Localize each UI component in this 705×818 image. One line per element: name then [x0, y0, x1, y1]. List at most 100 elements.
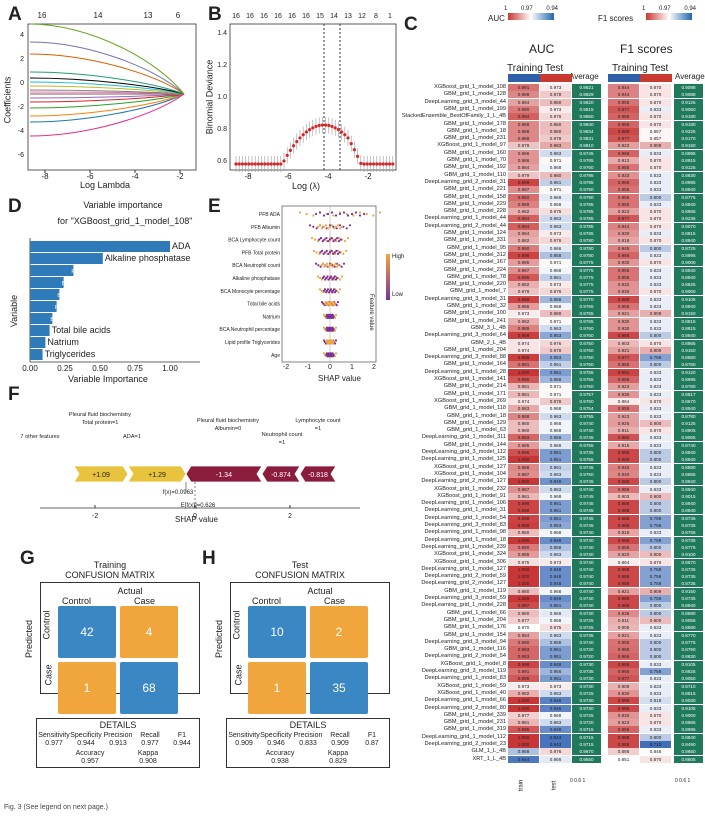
deviance-point — [260, 162, 264, 166]
heatmap-cell: 0.980 — [608, 434, 640, 442]
heatmap-cell: 0.982 — [508, 317, 540, 325]
heatmap-cell: 0.8780 — [674, 361, 704, 369]
heatmap-cell: 0.9745 — [572, 514, 602, 522]
heatmap-cell: 0.9740 — [572, 529, 602, 537]
efx-label: E[f(x)]=0.626 — [181, 503, 216, 509]
heatmap-cell: 0.8940 — [674, 237, 704, 245]
importance-bar — [30, 325, 50, 336]
heatmap-cell: 0.948 — [540, 595, 572, 602]
deviance-point — [288, 148, 292, 152]
model-name: GBM_grid_1_model_63 — [446, 427, 506, 434]
heatmap-cell: 0.981 — [508, 390, 540, 398]
shap-point — [319, 237, 323, 240]
shap-point — [338, 251, 341, 254]
heatmap-cell: 0.8815 — [674, 317, 704, 325]
metric-value: 0.87 — [365, 740, 379, 747]
shap-point — [326, 355, 329, 358]
table-row: DeepLearning_grid_1_model_112 1.000 0.943 0… — [400, 733, 705, 741]
heatmap-cell: 0.956 — [540, 434, 572, 442]
heatmap-cell: 0.800 — [640, 543, 672, 551]
heatmap-cell: 0.980 — [540, 120, 572, 128]
heatmap-cell: 0.921 — [608, 631, 640, 639]
deviance-point — [330, 124, 334, 129]
heatmap-cell: 0.9745 — [572, 149, 602, 157]
heatmap-cell: 0.710 — [640, 741, 672, 748]
shap-point — [331, 329, 335, 332]
deviance-point — [372, 162, 376, 166]
heatmap-cell: 0.988 — [608, 573, 640, 581]
shap-point — [338, 212, 342, 216]
heatmap-cell: 0.9775 — [572, 273, 602, 281]
heatmap-cell: 0.8825 — [674, 281, 704, 289]
table-row: XGBoost_grid_1_model_104 0.987 0.963 0.9750… — [400, 470, 705, 478]
heatmap-cell: 0.951 — [540, 507, 572, 515]
heatmap-cell: 0.977 — [608, 354, 640, 362]
details-frame — [36, 718, 200, 768]
shap-point — [342, 262, 346, 265]
feature-label: =1 — [315, 426, 321, 432]
coef-path — [29, 89, 185, 95]
heatmap-cell: 0.9740 — [572, 485, 602, 493]
heatmap-cell: 0.953 — [540, 332, 572, 340]
heatmap-cell: 0.963 — [540, 631, 572, 639]
heatmap-cell: 0.923 — [608, 142, 640, 150]
actual-label: Actual — [117, 586, 143, 596]
heatmap-cell: 0.9720 — [572, 646, 602, 654]
heatmap-cell: 0.9715 — [572, 733, 602, 741]
heatmap-cell: 0.963 — [540, 470, 572, 478]
heatmap-cell: 0.951 — [540, 646, 572, 654]
heatmap-cell: 0.870 — [640, 98, 672, 106]
heatmap-cell: 0.9050 — [674, 675, 704, 683]
lasso-coefficient-plot: 16 14 13 6 -8 -6 -4 -2 4 2 0 -2 -4 -6 Log Lambda Coef… — [0, 0, 205, 195]
heatmap-cell: 0.993 — [508, 434, 540, 442]
shap-point — [336, 237, 339, 240]
heatmap-cell: 0.870 — [640, 222, 672, 230]
shap-point — [330, 224, 334, 227]
shap-point — [334, 352, 338, 355]
heatmap-cell: 0.978 — [540, 135, 572, 143]
heatmap-cell: 0.966 — [608, 251, 640, 259]
test-color-bar — [540, 74, 572, 82]
heatmap-cell: 0.833 — [640, 682, 672, 690]
heatmap-cell: 0.994 — [508, 215, 540, 223]
shap-point — [365, 212, 368, 216]
heatmap-cell: 0.9757 — [572, 390, 602, 398]
y-tick-label: -6 — [18, 152, 24, 159]
shap-point — [331, 265, 334, 268]
heatmap-cell: 0.9745 — [572, 492, 602, 500]
heatmap-cell: 1.000 — [508, 478, 540, 486]
heatmap-cell: 0.995 — [508, 273, 540, 281]
table-row: XGBoost_grid_1_model_232 0.987 0.963 0.9740… — [400, 485, 705, 493]
heatmap-cell: 0.968 — [540, 529, 572, 537]
table-row: GBM_grid_1_model_231 0.988 0.978 0.9831 0.97… — [400, 135, 705, 143]
heatmap-cell: 0.8670 — [674, 558, 704, 566]
heatmap-cell: 0.953 — [540, 354, 572, 362]
shap-point — [340, 275, 344, 278]
heatmap-cell: 0.990 — [508, 638, 540, 646]
heatmap-cell: 0.968 — [540, 200, 572, 208]
model-name: DeepLearning_grid_1_model_31 — [424, 507, 506, 514]
deviance-point — [272, 162, 276, 166]
heatmap-cell: 0.994 — [508, 113, 540, 121]
heatmap-cell: 0.909 — [640, 346, 672, 354]
deviance-point — [301, 133, 305, 137]
table-row: DeepLearning_grid_2_model_127 1.000 0.949 0… — [400, 478, 705, 486]
heatmap-cell: 0.986 — [508, 149, 540, 157]
heatmap-cell: 0.9760 — [572, 164, 602, 172]
heatmap-cell: 0.870 — [640, 288, 672, 296]
shap-point — [332, 276, 335, 280]
legend-tick: 1 — [504, 6, 508, 12]
heatmap-cell: 0.833 — [640, 105, 672, 113]
shap-point — [332, 240, 335, 243]
heatmap-cell: 0.961 — [540, 361, 572, 369]
feature-label: ADA=1 — [123, 434, 141, 440]
heatmap-cell: 0.9740 — [572, 543, 602, 551]
heatmap-cell: 0.870 — [640, 558, 672, 566]
shap-point — [334, 326, 338, 329]
cm-cell-tp: 35 — [310, 662, 368, 714]
heatmap-cell: 0.966 — [540, 609, 572, 617]
case-label: Case — [324, 596, 346, 606]
heatmap-cell: 0.900 — [640, 616, 672, 624]
heatmap-cell: 0.911 — [608, 427, 640, 435]
model-name: GBM_grid_1_model_204 — [443, 616, 506, 623]
